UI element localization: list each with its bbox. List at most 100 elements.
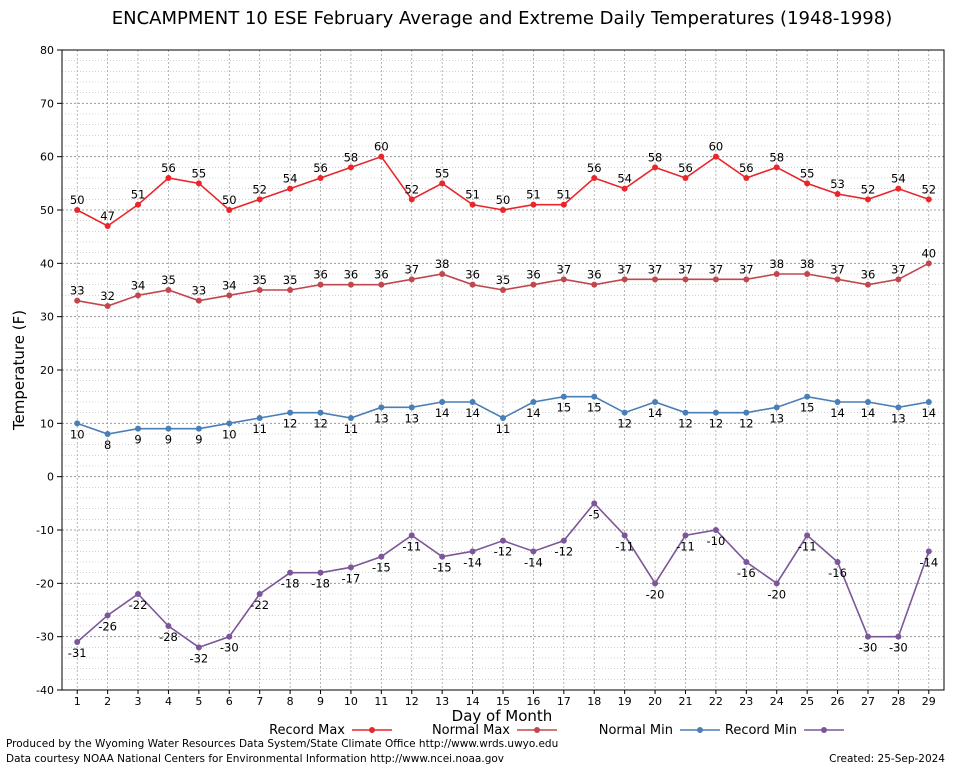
data-point bbox=[408, 532, 415, 539]
y-axis-label: Temperature (F) bbox=[10, 310, 28, 431]
data-point bbox=[621, 185, 628, 192]
data-point bbox=[195, 297, 202, 304]
data-point bbox=[469, 281, 476, 288]
data-label: 54 bbox=[617, 172, 632, 186]
data-label: 12 bbox=[709, 417, 724, 431]
data-point bbox=[408, 196, 415, 203]
data-label: 38 bbox=[769, 257, 784, 271]
data-label: -11 bbox=[402, 539, 421, 553]
data-point bbox=[500, 287, 506, 293]
data-label: 36 bbox=[587, 268, 602, 282]
data-point bbox=[378, 553, 385, 560]
data-point bbox=[895, 404, 902, 411]
x-tick-label: 9 bbox=[317, 695, 324, 708]
data-label: 34 bbox=[131, 278, 146, 292]
data-point bbox=[500, 415, 506, 421]
legend-swatch-marker bbox=[369, 727, 375, 733]
x-tick-label: 11 bbox=[374, 695, 388, 708]
data-label: -14 bbox=[524, 555, 543, 569]
data-label: 34 bbox=[222, 278, 237, 292]
footer-producer: Produced by the Wyoming Water Resources … bbox=[6, 738, 559, 750]
series-normal-max: 33 32 34 35 33 34 35 35 36 36 36 37 38 36 35 36 37 36 37 37… bbox=[70, 246, 936, 309]
data-label: 13 bbox=[374, 411, 389, 425]
data-point bbox=[925, 260, 932, 267]
y-tick-label: 0 bbox=[47, 471, 54, 484]
data-point bbox=[195, 644, 202, 651]
data-label: 35 bbox=[161, 273, 176, 287]
data-label: -10 bbox=[706, 534, 725, 548]
data-label: -11 bbox=[615, 539, 634, 553]
data-label: -14 bbox=[919, 555, 938, 569]
data-point bbox=[652, 580, 659, 587]
data-label: 14 bbox=[921, 406, 936, 420]
data-label: 55 bbox=[435, 166, 450, 180]
data-point bbox=[804, 532, 811, 539]
series-record-max: 50 47 51 56 55 50 52 54 56 58 60 52 55 51 50 51 51 56 54 58… bbox=[70, 140, 936, 229]
data-label: 50 bbox=[70, 193, 85, 207]
data-point bbox=[469, 399, 476, 405]
data-label: 50 bbox=[222, 193, 237, 207]
x-tick-label: 5 bbox=[195, 695, 202, 708]
data-point bbox=[743, 409, 750, 416]
data-point bbox=[621, 532, 628, 539]
data-point bbox=[560, 276, 567, 283]
y-tick-label: 30 bbox=[40, 311, 54, 324]
data-label: 35 bbox=[283, 273, 298, 287]
x-tick-label: 17 bbox=[557, 695, 571, 708]
data-label: 54 bbox=[891, 172, 906, 186]
data-label: 37 bbox=[617, 262, 632, 276]
data-label: 52 bbox=[252, 182, 267, 196]
data-point bbox=[135, 201, 142, 208]
data-label: 36 bbox=[861, 268, 876, 282]
data-label: -20 bbox=[767, 587, 786, 601]
x-tick-label: 8 bbox=[287, 695, 294, 708]
data-label: 13 bbox=[769, 411, 784, 425]
data-label: 13 bbox=[891, 411, 906, 425]
data-label: 56 bbox=[678, 161, 693, 175]
data-label: 35 bbox=[496, 273, 511, 287]
series-record-min: -31-26-22-28-32-30-22-18 -18 -17-15-11-15-… bbox=[68, 500, 938, 665]
y-tick-label: 80 bbox=[40, 44, 54, 57]
x-tick-label: 1 bbox=[74, 695, 81, 708]
data-point bbox=[74, 639, 81, 645]
legend-swatch-marker bbox=[534, 727, 540, 733]
data-label: 55 bbox=[800, 166, 815, 180]
data-point bbox=[864, 399, 871, 405]
data-point bbox=[104, 303, 111, 309]
data-label: 52 bbox=[921, 182, 936, 196]
data-label: -11 bbox=[798, 539, 817, 553]
x-tick-label: 28 bbox=[891, 695, 905, 708]
data-point bbox=[682, 532, 689, 539]
data-label: 37 bbox=[891, 262, 906, 276]
data-label: 38 bbox=[435, 257, 450, 271]
data-point bbox=[317, 569, 324, 576]
data-label: 13 bbox=[404, 411, 419, 425]
data-point bbox=[925, 399, 932, 405]
x-tick-label: 3 bbox=[135, 695, 142, 708]
x-tick-label: 15 bbox=[496, 695, 510, 708]
data-point bbox=[408, 276, 415, 283]
x-tick-label: 4 bbox=[165, 695, 172, 708]
data-label: -5 bbox=[589, 507, 600, 521]
x-tick-label: 21 bbox=[678, 695, 692, 708]
data-point bbox=[317, 175, 324, 181]
data-label: 12 bbox=[283, 417, 298, 431]
y-tick-label: 20 bbox=[40, 364, 54, 377]
data-label: 52 bbox=[861, 182, 876, 196]
y-tick-label: 10 bbox=[40, 417, 54, 430]
data-label: -12 bbox=[554, 545, 573, 559]
data-label: 56 bbox=[739, 161, 754, 175]
data-label: 14 bbox=[861, 406, 876, 420]
data-point bbox=[74, 207, 81, 213]
data-point bbox=[500, 537, 506, 544]
data-label: 12 bbox=[617, 417, 632, 431]
y-tick-label: -40 bbox=[36, 684, 54, 697]
data-point bbox=[226, 207, 233, 213]
data-label: -18 bbox=[311, 577, 330, 591]
data-label: 37 bbox=[404, 262, 419, 276]
x-tick-label: 2 bbox=[104, 695, 111, 708]
data-point bbox=[591, 175, 598, 181]
data-label: 9 bbox=[165, 433, 172, 447]
data-point bbox=[804, 271, 811, 277]
legend-label: Normal Max bbox=[432, 723, 510, 738]
